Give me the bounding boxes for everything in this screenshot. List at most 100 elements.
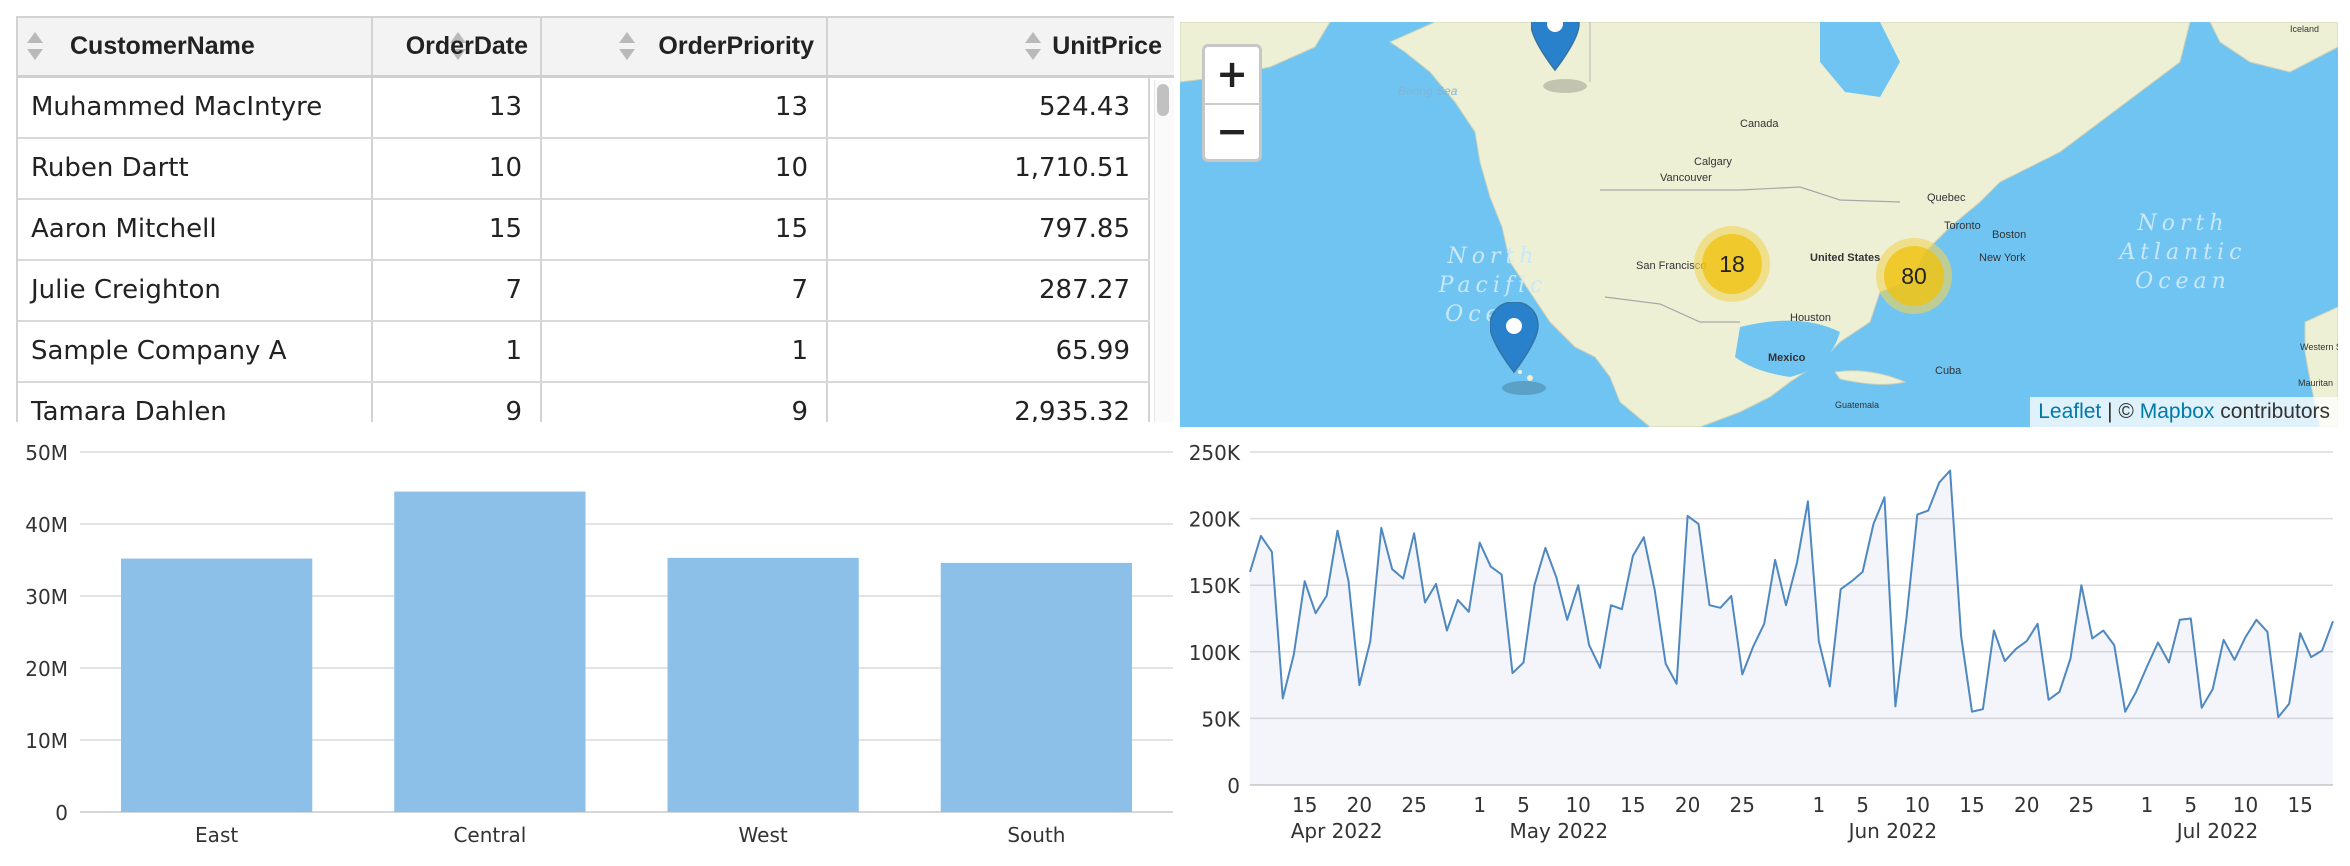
column-label: OrderPriority (658, 32, 814, 60)
column-label: OrderDate (405, 32, 528, 60)
bar-west[interactable] (667, 557, 859, 812)
line-x-month-label: May 2022 (1509, 819, 1608, 843)
map-label-new-york: New York (1979, 252, 2026, 264)
table-row[interactable]: Tamara Dahlen 9 9 2,935.32 (18, 383, 1150, 422)
bar-south[interactable] (940, 562, 1133, 812)
map-label-western-sahara: Western Sahara (2300, 342, 2338, 352)
line-x-tick-label: 1 (2141, 793, 2154, 817)
line-y-tick-label: 250K (1189, 441, 1241, 465)
table-header-row: CustomerName OrderDate OrderPriority Uni… (18, 18, 1174, 78)
line-x-tick-label: 10 (2233, 793, 2258, 817)
map-attribution: Leaflet | © Mapbox contributors (2030, 397, 2338, 427)
map-label-united-states: United States (1810, 252, 1881, 264)
map-label-san-francisco: San Francisco (1636, 260, 1707, 272)
table-row[interactable]: Julie Creighton 7 7 287.27 (18, 261, 1150, 322)
line-y-tick-label: 50K (1201, 707, 1240, 731)
line-x-month-label: Jun 2022 (1847, 819, 1938, 843)
table-cell-order-priority: 7 (542, 261, 828, 320)
table-cell-order-priority: 15 (542, 200, 828, 259)
table-cell-name: Tamara Dahlen (18, 383, 373, 422)
north-america-land (1388, 22, 2191, 427)
map-label-mexico: Mexico (1768, 352, 1806, 364)
line-y-tick-label: 0 (1227, 774, 1240, 798)
table-cell-order-date: 9 (373, 383, 542, 422)
mapbox-link[interactable]: Mapbox (2139, 400, 2215, 423)
table-cell-name: Aaron Mitchell (18, 200, 373, 259)
table-cell-unit-price: 65.99 (828, 322, 1150, 381)
map-label-calgary: Calgary (1694, 156, 1732, 168)
area-fill (1250, 470, 2333, 785)
table-cell-order-priority: 13 (542, 78, 828, 137)
line-x-tick-label: 25 (1401, 793, 1426, 817)
ocean-label-north-atlantic: North Atlantic Ocean (2119, 211, 2247, 294)
us-canada-border (1600, 186, 1901, 203)
table-cell-order-date: 13 (373, 78, 542, 137)
map-label-cuba: Cuba (1935, 365, 1962, 377)
leaflet-link[interactable]: Leaflet (2038, 400, 2102, 423)
line-x-tick-label: 5 (2184, 793, 2197, 817)
marker-cluster[interactable]: 80 (1876, 238, 1952, 314)
map-marker-icon[interactable] (1490, 302, 1550, 402)
line-x-tick-label: 15 (1292, 793, 1317, 817)
line-x-tick-label: 20 (2014, 793, 2039, 817)
sort-icon[interactable] (1025, 32, 1041, 62)
column-header-orderdate[interactable]: OrderDate (373, 18, 542, 75)
column-header-unitprice[interactable]: UnitPrice (828, 18, 1174, 75)
column-header-customername[interactable]: CustomerName (18, 18, 373, 75)
table-cell-name: Sample Company A (18, 322, 373, 381)
line-y-tick-label: 100K (1189, 641, 1241, 665)
line-y-tick-label: 150K (1189, 574, 1241, 598)
bar-x-tick-label: Central (453, 823, 526, 847)
line-x-tick-label: 10 (1565, 793, 1590, 817)
bar-central[interactable] (394, 491, 586, 812)
line-series[interactable] (1249, 469, 2334, 719)
map-marker-icon[interactable] (1531, 22, 1591, 100)
line-y-tick-label: 200K (1189, 508, 1241, 532)
sort-icon[interactable] (450, 32, 466, 62)
zoom-in-button[interactable]: + (1205, 47, 1259, 105)
cluster-count: 18 (1702, 234, 1762, 294)
table-row[interactable]: Sample Company A 1 1 65.99 (18, 322, 1150, 383)
table-row[interactable]: Aaron Mitchell 15 15 797.85 (18, 200, 1150, 261)
line-x-tick-label: 15 (2287, 793, 2312, 817)
bar-y-tick-label: 50M (25, 441, 68, 465)
column-label: CustomerName (70, 32, 255, 60)
line-x-month-label: Jul 2022 (2175, 819, 2258, 843)
map-label-quebec: Quebec (1927, 192, 1966, 204)
table-cell-unit-price: 2,935.32 (828, 383, 1150, 422)
hawaii-island (1518, 370, 1522, 374)
column-header-orderpriority[interactable]: OrderPriority (542, 18, 828, 75)
table-scrollbar-thumb[interactable] (1157, 84, 1169, 116)
marker-cluster[interactable]: 18 (1694, 226, 1770, 302)
line-x-tick-label: 1 (1473, 793, 1486, 817)
line-x-month-label: Apr 2022 (1291, 819, 1383, 843)
bar-x-tick-label: West (739, 823, 788, 847)
bar-chart: 0 10M 20M 30M 40M 50M East Central West South (25, 441, 1173, 847)
map-label-iceland: Iceland (2290, 24, 2320, 34)
table-cell-order-date: 1 (373, 322, 542, 381)
table-body: Muhammed MacIntyre 13 13 524.43 Ruben Dartt 1… (18, 78, 1150, 422)
bar-y-tick-label: 20M (25, 657, 68, 681)
map-label-boston: Boston (1992, 229, 2027, 241)
map-view[interactable]: Bering Sea Canada Calgary Vancouver Queb… (1180, 22, 2338, 427)
table-scrollbar[interactable] (1154, 80, 1174, 422)
bar-x-tick-label: East (195, 823, 238, 847)
table-cell-order-date: 7 (373, 261, 542, 320)
sort-icon[interactable] (619, 32, 635, 62)
bar-y-tick-label: 0 (55, 801, 68, 825)
bar-east[interactable] (120, 558, 313, 812)
table-cell-order-date: 15 (373, 200, 542, 259)
bar-y-tick-label: 40M (25, 513, 68, 537)
bar-y-tick-label: 30M (25, 585, 68, 609)
line-x-tick-label: 1 (1812, 793, 1825, 817)
table-cell-order-priority: 1 (542, 322, 828, 381)
bar-y-tick-label: 10M (25, 729, 68, 753)
table-cell-name: Julie Creighton (18, 261, 373, 320)
zoom-out-button[interactable]: − (1216, 109, 1248, 153)
table-row[interactable]: Ruben Dartt 10 10 1,710.51 (18, 139, 1150, 200)
line-x-tick-label: 20 (1675, 793, 1700, 817)
table-row[interactable]: Muhammed MacIntyre 13 13 524.43 (18, 78, 1150, 139)
column-label: UnitPrice (1052, 32, 1162, 60)
sort-icon[interactable] (27, 32, 43, 62)
table-cell-name: Ruben Dartt (18, 139, 373, 198)
